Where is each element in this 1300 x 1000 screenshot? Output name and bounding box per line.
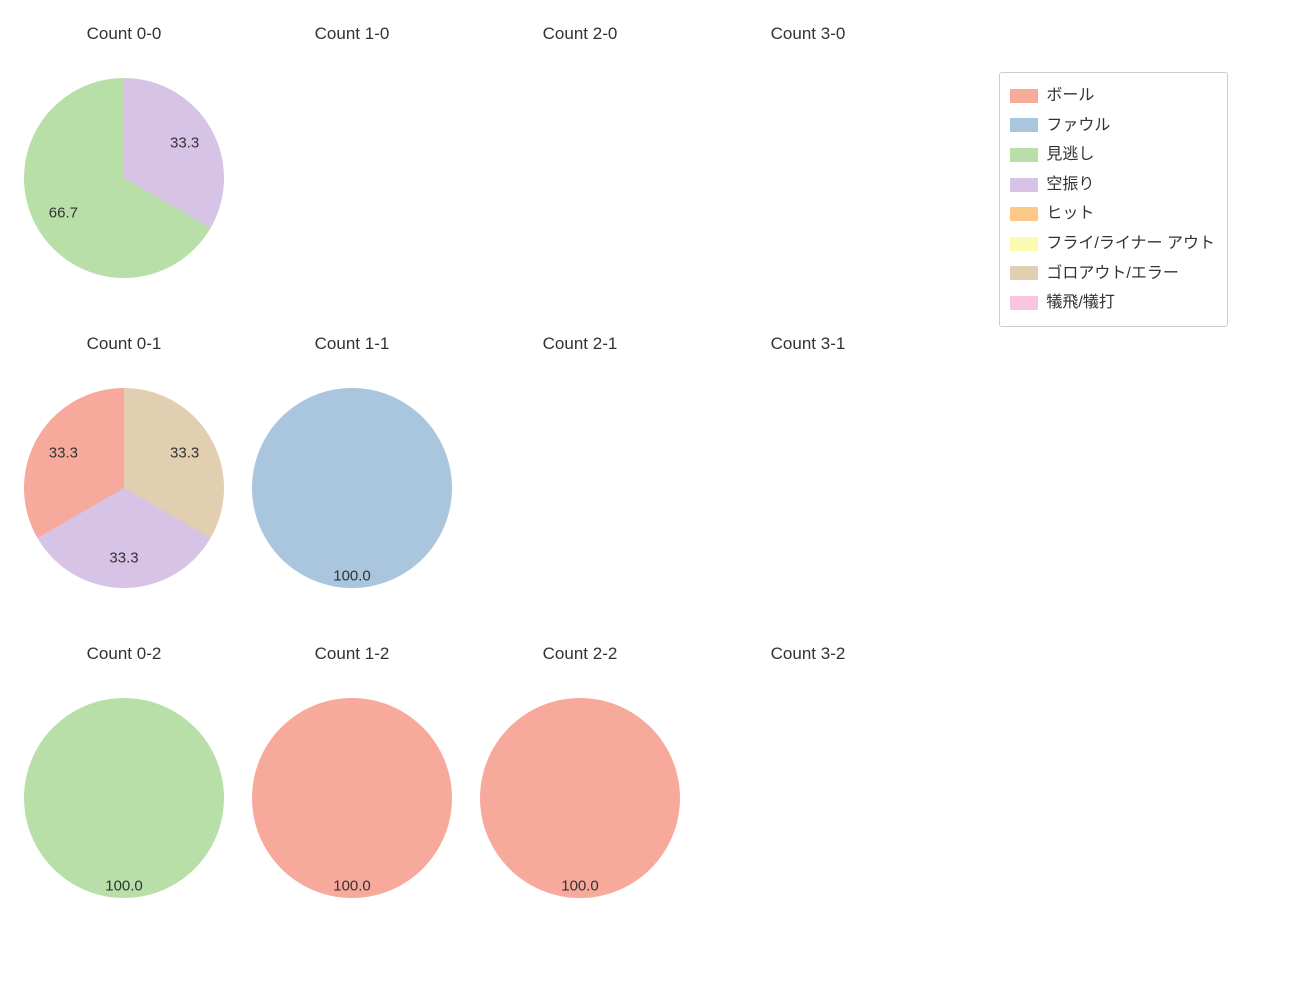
pie-slice-label: 100.0	[333, 878, 371, 895]
pie-disc	[24, 78, 224, 278]
chart-stage: Count 0-066.733.3Count 1-0Count 2-0Count…	[0, 0, 1300, 1000]
legend-label: ヒット	[1046, 199, 1094, 229]
chart-cell-1-0: Count 0-1 33.3 33.3 33.3	[10, 320, 238, 630]
legend-item-sac: 犠飛/犠打	[1010, 288, 1215, 318]
legend-item-ball: ボール	[1010, 81, 1215, 111]
pie-slice-label: 100.0	[561, 878, 599, 895]
pie-slice-label: 33.3	[170, 134, 199, 151]
pie-slice-label: 33.3	[170, 445, 199, 462]
pie-chart: 100.0	[252, 388, 452, 588]
legend-label: ファウル	[1046, 111, 1110, 141]
chart-title: Count 3-1	[694, 334, 922, 354]
chart-title: Count 0-0	[10, 24, 238, 44]
legend-swatch-swing	[1010, 178, 1038, 192]
pie-grid: Count 0-066.733.3Count 1-0Count 2-0Count…	[10, 10, 922, 940]
pie-chart: 100.0	[24, 698, 224, 898]
legend-label: 見逃し	[1046, 140, 1094, 170]
chart-title: Count 2-0	[466, 24, 694, 44]
chart-title: Count 0-1	[10, 334, 238, 354]
pie-chart: 33.3 33.3 33.3	[24, 388, 224, 588]
chart-cell-2-0: Count 0-2 100.0	[10, 630, 238, 940]
chart-cell-1-3: Count 3-1	[694, 320, 922, 630]
legend-label: 空振り	[1046, 170, 1094, 200]
chart-cell-2-1: Count 1-2 100.0	[238, 630, 466, 940]
legend-item-miss: 見逃し	[1010, 140, 1215, 170]
chart-cell-2-3: Count 3-2	[694, 630, 922, 940]
chart-title: Count 2-1	[466, 334, 694, 354]
legend: ボールファウル見逃し空振りヒットフライ/ライナー アウトゴロアウト/エラー犠飛/…	[999, 72, 1228, 327]
pie-slice-label: 66.7	[49, 205, 78, 222]
pie-chart: 66.7 33.3	[24, 78, 224, 278]
legend-item-foul: ファウル	[1010, 111, 1215, 141]
legend-swatch-hit	[1010, 207, 1038, 221]
legend-item-flyliner: フライ/ライナー アウト	[1010, 229, 1215, 259]
legend-swatch-miss	[1010, 148, 1038, 162]
chart-cell-0-2: Count 2-0	[466, 10, 694, 320]
legend-label: フライ/ライナー アウト	[1046, 229, 1215, 259]
pie-slice-label: 33.3	[49, 445, 78, 462]
legend-item-swing: 空振り	[1010, 170, 1215, 200]
chart-title: Count 0-2	[10, 644, 238, 664]
pie-disc	[480, 698, 680, 898]
legend-swatch-flyliner	[1010, 237, 1038, 251]
legend-swatch-foul	[1010, 118, 1038, 132]
legend-swatch-ball	[1010, 89, 1038, 103]
pie-disc	[24, 698, 224, 898]
pie-slice-label: 100.0	[333, 568, 371, 585]
chart-cell-1-2: Count 2-1	[466, 320, 694, 630]
pie-disc	[252, 388, 452, 588]
pie-chart: 100.0	[480, 698, 680, 898]
chart-cell-0-3: Count 3-0	[694, 10, 922, 320]
pie-slice-label: 33.3	[109, 550, 138, 567]
legend-item-hit: ヒット	[1010, 199, 1215, 229]
chart-title: Count 2-2	[466, 644, 694, 664]
chart-title: Count 1-0	[238, 24, 466, 44]
chart-cell-1-1: Count 1-1 100.0	[238, 320, 466, 630]
chart-cell-0-1: Count 1-0	[238, 10, 466, 320]
pie-chart: 100.0	[252, 698, 452, 898]
chart-title: Count 1-1	[238, 334, 466, 354]
legend-item-groundout: ゴロアウト/エラー	[1010, 259, 1215, 289]
legend-swatch-sac	[1010, 296, 1038, 310]
pie-slice-label: 100.0	[105, 878, 143, 895]
chart-title: Count 3-0	[694, 24, 922, 44]
legend-label: 犠飛/犠打	[1046, 288, 1114, 318]
chart-cell-2-2: Count 2-2 100.0	[466, 630, 694, 940]
legend-label: ゴロアウト/エラー	[1046, 259, 1178, 289]
pie-disc	[252, 698, 452, 898]
chart-cell-0-0: Count 0-0 66.7 33.3	[10, 10, 238, 320]
chart-title: Count 1-2	[238, 644, 466, 664]
legend-label: ボール	[1046, 81, 1094, 111]
legend-swatch-groundout	[1010, 266, 1038, 280]
chart-title: Count 3-2	[694, 644, 922, 664]
